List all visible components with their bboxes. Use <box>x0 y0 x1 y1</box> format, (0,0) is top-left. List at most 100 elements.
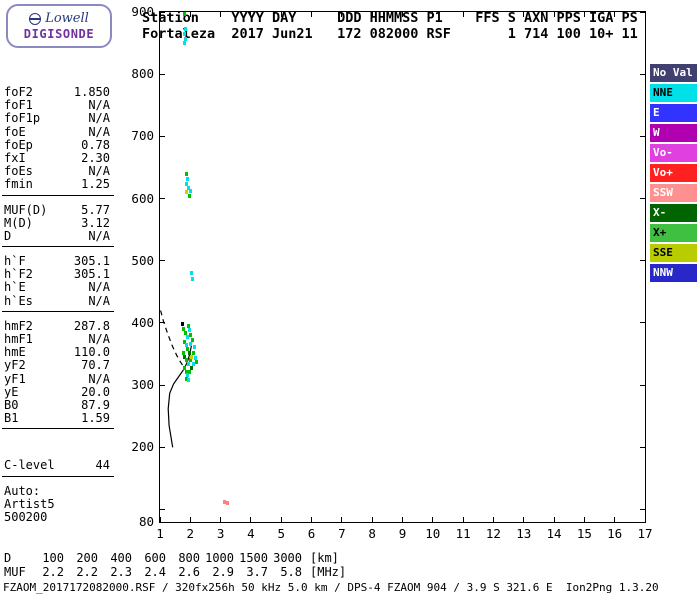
echo-point <box>185 377 189 381</box>
parameter-value: 70.7 <box>81 358 110 373</box>
echo-point <box>183 27 187 32</box>
echo-point <box>186 347 190 352</box>
parameter-value: N/A <box>88 164 110 179</box>
parameter-value <box>110 485 114 498</box>
x-axis-tick <box>523 12 525 17</box>
parameter-row: foEp 0.78 <box>2 137 114 152</box>
y-axis-tick <box>160 198 165 200</box>
x-axis-tick <box>159 12 161 17</box>
x-tick-label: 4 <box>247 526 255 541</box>
parameter-label: foF1 <box>4 98 33 113</box>
parameter-value: N/A <box>88 111 110 126</box>
logo-top-row: Lowell <box>29 11 89 26</box>
x-axis-tick <box>220 12 222 17</box>
echo-point <box>225 501 229 506</box>
x-tick-label: 5 <box>277 526 286 541</box>
echo-point <box>182 365 186 370</box>
x-tick-label: 10 <box>425 526 441 541</box>
parameter-label: yF2 <box>4 358 26 373</box>
x-tick-label: 1 <box>156 526 164 541</box>
parameter-group: MUF(D) 5.77 M(D) 3.12 D N/A <box>2 203 114 248</box>
echo-point <box>184 181 188 186</box>
echo-point <box>190 365 193 370</box>
x-axis-tick <box>644 12 646 17</box>
parameter-label: foEp <box>4 137 33 152</box>
x-axis-tick <box>644 517 646 522</box>
echo-point <box>185 358 189 363</box>
profile-curve-dashed <box>160 310 185 367</box>
x-axis-tick <box>371 12 373 17</box>
parameter-value: 110.0 <box>73 345 110 360</box>
x-axis-tick <box>341 517 343 522</box>
echo-point <box>183 32 187 37</box>
parameter-label: h`Es <box>4 293 33 308</box>
echo-point <box>190 276 194 281</box>
legend-item-sse: SSE <box>650 244 697 262</box>
muf-row: MUF 2.2 2.2 2.3 2.4 2.6 2.9 3.7 5.8 [MHz] <box>4 565 346 579</box>
parameter-label: C-level <box>4 458 55 473</box>
status-line: FZAOM_2017172082000.RSF / 320fx256h 50 k… <box>3 581 659 594</box>
parameter-label: hmF2 <box>4 318 33 333</box>
echo-point <box>187 350 191 355</box>
echo-point <box>193 355 197 360</box>
echo-point <box>187 378 191 383</box>
parameter-label: yF1 <box>4 371 26 386</box>
row-value: 2.4 <box>144 565 166 579</box>
row-value: 1000 <box>205 551 234 565</box>
x-axis-tick <box>553 517 555 522</box>
echo-point <box>184 343 188 348</box>
parameter-label: h`F2 <box>4 267 33 282</box>
parameter-value: 1.59 <box>81 411 110 426</box>
x-axis-tick <box>250 12 252 17</box>
echo-point <box>181 350 185 355</box>
x-axis-tick <box>432 517 434 522</box>
parameter-value: 44 <box>95 458 110 473</box>
x-tick-label: 2 <box>186 526 195 541</box>
echo-point <box>182 339 186 344</box>
x-axis-tick <box>402 517 403 522</box>
row-value: 600 <box>144 551 166 565</box>
echo-point <box>190 338 194 343</box>
y-axis-tick <box>160 135 165 137</box>
x-axis-tick <box>523 517 525 522</box>
x-axis-tick <box>462 517 464 522</box>
x-axis-tick <box>614 12 616 17</box>
parameter-value: N/A <box>88 371 110 386</box>
row-value: 2.3 <box>110 565 132 579</box>
parameter-label: hmF1 <box>4 332 33 346</box>
parameter-row: fxI 2.30 <box>2 151 114 165</box>
row-unit: [MHz] <box>310 565 347 579</box>
x-axis-tick <box>583 12 585 17</box>
parameter-label: D <box>4 228 12 243</box>
y-tick-label: 800 <box>131 66 154 82</box>
parameter-row: h`F2 305.1 <box>2 268 114 281</box>
echo-point <box>186 186 190 190</box>
parameter-row: hmE 110.0 <box>2 345 114 360</box>
parameter-row: Auto: <box>2 484 114 498</box>
parameter-group: C-level 44 <box>2 458 114 477</box>
parameter-row: hmF1 N/A <box>2 332 114 346</box>
y-tick-label: 400 <box>131 314 154 330</box>
logo-digisonde-text: DIGISONDE <box>23 27 95 41</box>
x-tick-label: 13 <box>516 526 532 541</box>
parameter-value: 87.9 <box>81 397 110 412</box>
parameter-value: N/A <box>88 280 110 295</box>
parameter-label: fmin <box>4 177 33 192</box>
echo-point <box>186 373 190 378</box>
y-axis-tick <box>160 73 165 75</box>
x-axis-tick <box>311 12 313 17</box>
parameter-row: foE N/A <box>2 125 114 139</box>
parameter-label: B1 <box>4 411 19 426</box>
row-unit: [km] <box>310 551 339 565</box>
echo-point <box>184 369 188 374</box>
parameter-row: hmF2 287.8 <box>2 318 114 333</box>
row-value: 100 <box>42 551 64 565</box>
doppler-legend: No Val NNE E W Vo- Vo+ SSW X- X+ SSE NNW <box>650 64 697 284</box>
parameter-row: Artist5 <box>2 497 114 511</box>
x-axis-tick <box>280 12 282 17</box>
echo-point <box>189 189 193 194</box>
parameter-row: D N/A <box>2 228 114 243</box>
parameter-row: B0 87.9 <box>2 397 114 412</box>
parameter-group: hmF2 287.8 hmF1 N/A hmE 110.0 yF2 70.7 yF1 N/A yE 2… <box>2 318 114 430</box>
